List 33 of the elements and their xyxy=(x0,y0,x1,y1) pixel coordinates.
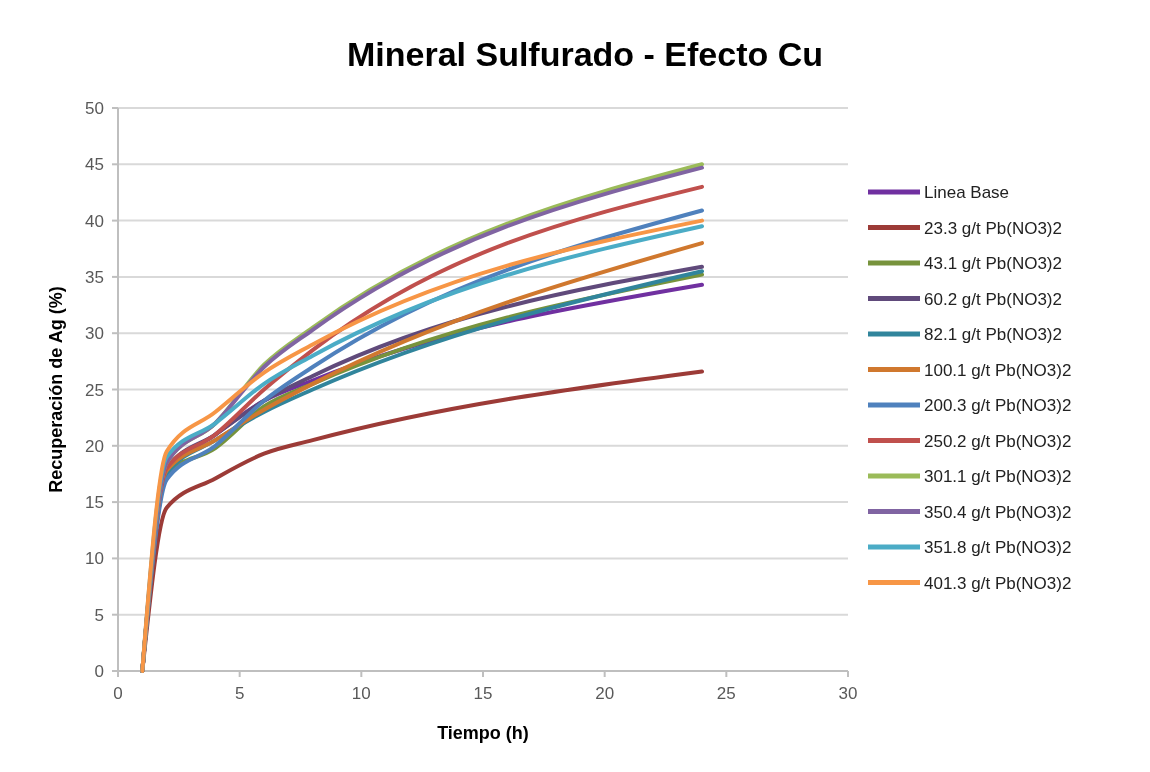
x-tick-label: 25 xyxy=(716,684,736,703)
legend-label: 401.3 g/t Pb(NO3)2 xyxy=(924,573,1072,593)
legend-label: 23.3 g/t Pb(NO3)2 xyxy=(924,218,1062,238)
x-tick-label: 15 xyxy=(473,684,493,703)
x-tick-label: 0 xyxy=(113,684,123,703)
legend-label: 100.1 g/t Pb(NO3)2 xyxy=(924,360,1072,380)
y-tick-label: 5 xyxy=(94,605,104,625)
y-tick-label: 0 xyxy=(94,662,104,681)
legend-label: 351.8 g/t Pb(NO3)2 xyxy=(924,538,1072,557)
legend-label: Linea Base xyxy=(924,183,1010,202)
legend-label: 200.3 g/t Pb(NO3)2 xyxy=(924,396,1072,415)
legend-label: 43.1 g/t Pb(NO3)2 xyxy=(924,254,1062,273)
y-tick-label: 45 xyxy=(85,155,104,175)
y-axis-title: Recuperación de Ag (%) xyxy=(46,286,66,493)
legend-label: 60.2 g/t Pb(NO3)2 xyxy=(924,289,1062,309)
y-tick-label: 15 xyxy=(85,493,104,513)
legend-label: 350.4 g/t Pb(NO3)2 xyxy=(924,502,1072,522)
y-tick-label: 25 xyxy=(85,380,104,400)
legend-label: 82.1 g/t Pb(NO3)2 xyxy=(924,325,1062,344)
y-tick-label: 20 xyxy=(85,436,104,456)
y-tick-label: 50 xyxy=(85,99,104,118)
y-tick-label: 40 xyxy=(85,211,104,231)
y-tick-label: 35 xyxy=(85,267,104,287)
chart-title: Mineral Sulfurado - Efecto Cu xyxy=(346,35,824,73)
legend-label: 301.1 g/t Pb(NO3)2 xyxy=(924,467,1072,486)
x-tick-label: 5 xyxy=(234,684,245,703)
y-tick-label: 30 xyxy=(85,324,104,344)
x-tick-label: 30 xyxy=(838,684,858,703)
x-tick-label: 20 xyxy=(595,684,615,703)
x-axis-title: Tiempo (h) xyxy=(437,723,529,743)
x-tick-label: 10 xyxy=(351,684,371,703)
y-tick-label: 10 xyxy=(85,549,104,569)
legend-label: 250.2 g/t Pb(NO3)2 xyxy=(924,431,1072,451)
